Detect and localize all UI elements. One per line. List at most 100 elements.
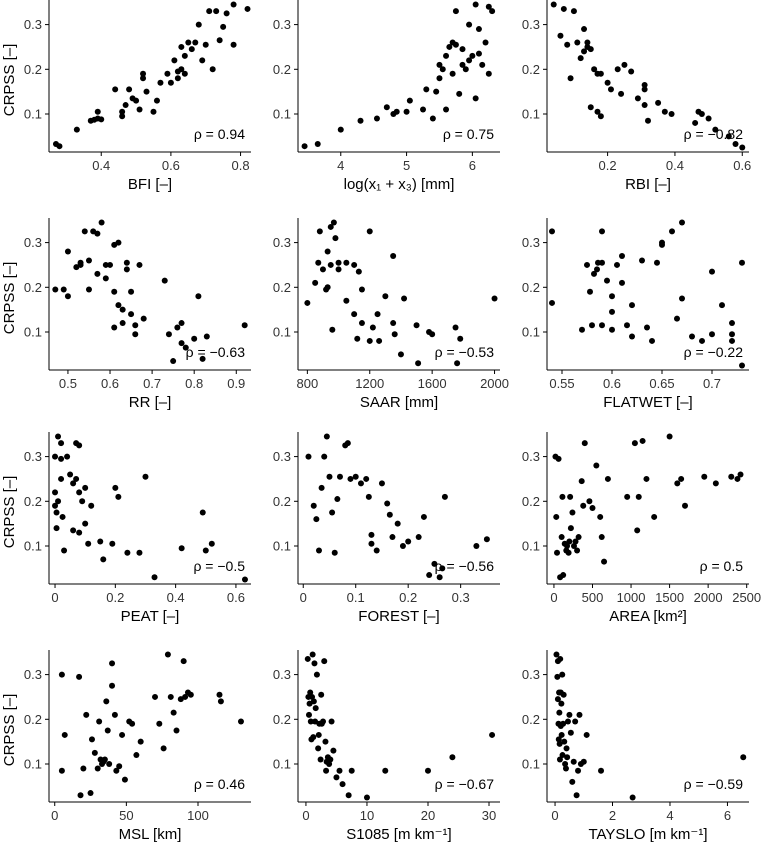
- data-point: [76, 529, 83, 536]
- panel-8: 0 500 1000 1500 2000 2500 0.1 0.2 0.3 AREA [km²] ρ…: [522, 432, 761, 625]
- data-point: [413, 322, 420, 329]
- data-point: [315, 547, 322, 554]
- y-tick-label: 0.3: [273, 449, 291, 464]
- data-point: [171, 57, 178, 64]
- data-point: [70, 527, 77, 534]
- data-point: [457, 335, 464, 342]
- data-point: [98, 219, 105, 226]
- y-tick-label: 0.3: [24, 235, 42, 250]
- correlation-label: ρ = −0.59: [684, 776, 744, 792]
- data-point: [82, 484, 89, 491]
- data-point: [104, 727, 111, 734]
- data-point: [587, 104, 594, 111]
- data-point: [199, 509, 206, 516]
- data-point: [456, 90, 463, 97]
- data-point: [436, 61, 443, 68]
- data-point: [555, 736, 562, 743]
- data-point: [567, 729, 574, 736]
- data-point: [466, 57, 473, 64]
- data-point: [654, 259, 660, 266]
- data-point: [102, 275, 109, 282]
- data-point: [729, 331, 735, 338]
- data-point: [58, 475, 65, 482]
- data-point: [76, 673, 83, 680]
- data-point: [335, 259, 342, 266]
- data-point: [719, 302, 725, 309]
- y-tick-label: 0.1: [24, 757, 42, 772]
- data-point: [405, 538, 412, 545]
- data-point: [649, 337, 655, 344]
- y-tick-label: 0.3: [273, 17, 291, 32]
- data-point: [570, 758, 577, 765]
- data-point: [128, 288, 135, 295]
- data-point: [170, 709, 177, 716]
- data-point: [575, 534, 582, 541]
- data-point: [321, 453, 328, 460]
- data-point: [241, 576, 248, 583]
- data-point: [85, 257, 92, 264]
- data-point: [107, 261, 114, 268]
- data-point: [241, 322, 248, 329]
- data-point: [443, 106, 450, 113]
- data-point: [216, 691, 223, 698]
- data-point: [599, 259, 605, 266]
- correlation-label: ρ = −0.53: [435, 344, 495, 360]
- panel-7: 0 0.1 0.2 0.3 0.1 0.2 0.3 FOREST [–] ρ = −0.56: [273, 432, 500, 625]
- data-point: [209, 66, 216, 73]
- data-point: [111, 711, 118, 718]
- data-point: [217, 698, 224, 705]
- x-tick-label: 0.9: [227, 376, 245, 391]
- data-point: [629, 333, 635, 340]
- data-point: [584, 39, 591, 46]
- data-point: [737, 471, 744, 478]
- data-point: [587, 288, 593, 295]
- y-tick-label: 0.3: [522, 17, 540, 32]
- data-point: [589, 505, 596, 511]
- data-point: [581, 440, 588, 447]
- y-tick-label: 0.1: [24, 539, 42, 554]
- data-point: [88, 736, 95, 743]
- data-point: [441, 493, 448, 500]
- data-point: [604, 79, 611, 86]
- x-axis-label: BFI [–]: [128, 176, 172, 193]
- data-point: [202, 547, 209, 554]
- data-point: [310, 734, 317, 741]
- data-point: [390, 320, 397, 327]
- y-tick-label: 0.2: [24, 280, 42, 295]
- data-point: [167, 79, 174, 86]
- data-point: [698, 111, 705, 117]
- data-point: [312, 705, 319, 712]
- data-point: [436, 574, 443, 581]
- data-point: [564, 718, 571, 725]
- data-point: [449, 754, 456, 761]
- x-tick-label: 0.6: [603, 376, 621, 391]
- correlation-label: ρ = 0.5: [700, 558, 744, 574]
- x-tick-label: 0.8: [232, 158, 250, 173]
- data-point: [178, 66, 185, 73]
- data-point: [128, 311, 135, 318]
- data-point: [115, 239, 122, 246]
- correlation-label: ρ = 0.94: [194, 126, 245, 142]
- x-tick-label: 100: [187, 808, 209, 823]
- data-point: [739, 144, 746, 151]
- data-point: [619, 253, 625, 259]
- data-point: [94, 270, 101, 277]
- data-point: [94, 108, 101, 115]
- x-tick-label: 10: [360, 808, 374, 823]
- data-point: [307, 718, 314, 725]
- data-point: [604, 475, 611, 482]
- x-axis-label: FOREST [–]: [358, 608, 439, 625]
- data-point: [593, 462, 600, 469]
- correlation-label: ρ = −0.67: [435, 776, 495, 792]
- data-point: [374, 311, 381, 318]
- data-point: [187, 691, 194, 698]
- data-point: [699, 337, 705, 344]
- data-point: [635, 493, 642, 500]
- y-tick-label: 0.3: [522, 235, 540, 250]
- data-point: [558, 534, 565, 541]
- data-point: [624, 493, 631, 500]
- x-axis-label: RBI [–]: [625, 176, 671, 193]
- data-point: [401, 295, 408, 302]
- data-point: [323, 433, 330, 440]
- data-point: [315, 259, 322, 266]
